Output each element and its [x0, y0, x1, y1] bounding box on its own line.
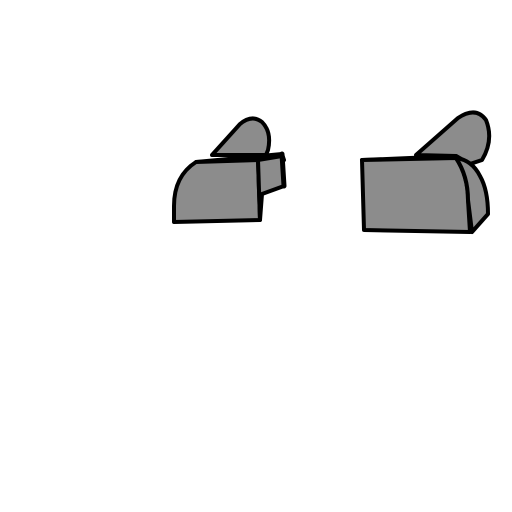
left-wedge: [210, 116, 272, 157]
right-side-face: [454, 156, 490, 234]
left-post: [279, 151, 287, 189]
right-body: [360, 156, 472, 234]
left-body: [172, 158, 262, 224]
left-shape: [172, 116, 287, 224]
right-shape: [360, 110, 492, 234]
left-side-face: [256, 154, 286, 222]
right-wedge: [414, 110, 492, 166]
